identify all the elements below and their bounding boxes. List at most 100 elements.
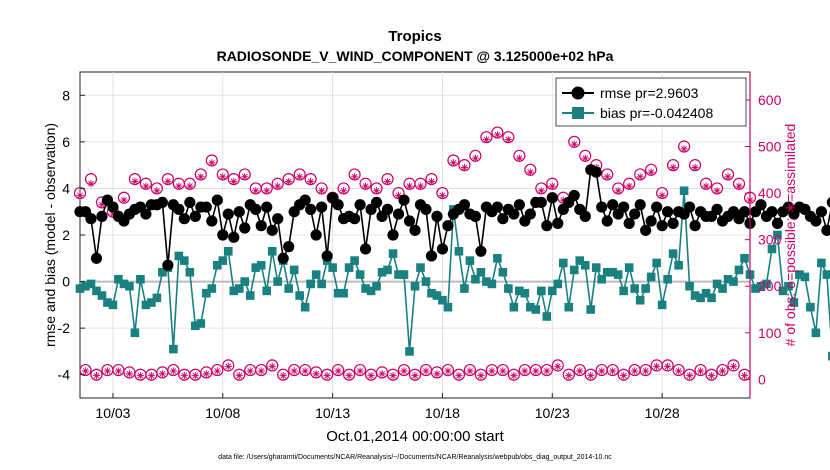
obs-assimilated-point <box>642 367 650 375</box>
obs-possible-point <box>496 363 509 377</box>
obs-possible-point <box>705 368 718 381</box>
obs-assimilated-point <box>537 187 545 195</box>
rmse-point <box>442 220 454 232</box>
obs-assimilated-point <box>87 180 95 188</box>
obs-assimilated-point <box>169 367 177 375</box>
obs-assimilated-point <box>460 163 469 172</box>
obs-assimilated-point <box>466 367 474 375</box>
obs-assimilated-point <box>691 163 699 172</box>
asterisk-stroke <box>565 372 572 379</box>
bias-point <box>306 279 315 289</box>
asterisk-stroke <box>494 132 501 138</box>
bias-point <box>300 302 310 312</box>
bias-point <box>108 300 118 310</box>
rmse-point <box>266 224 278 236</box>
asterisk-stroke <box>121 197 127 203</box>
rmse-point <box>250 203 262 215</box>
obs-assimilated-point <box>576 367 584 375</box>
obs-possible-point <box>167 363 180 377</box>
obs-possible-point <box>639 363 652 377</box>
asterisk-stroke <box>154 187 160 194</box>
rmse-point <box>667 217 679 229</box>
obs-assimilated-point <box>532 367 540 375</box>
asterisk-stroke <box>318 187 325 194</box>
asterisk-stroke <box>626 183 633 189</box>
obs-assimilated-point <box>526 168 534 176</box>
rmse-point <box>590 166 602 178</box>
asterisk-stroke <box>571 141 578 148</box>
obs-possible-point <box>441 363 455 377</box>
bias-point <box>526 302 535 312</box>
bias-point <box>657 300 667 310</box>
rmse-point <box>810 215 822 227</box>
bias-point <box>586 305 596 314</box>
chart-title: Tropics <box>388 28 441 45</box>
legend-bias-label: bias pr=-0.042408 <box>600 105 713 121</box>
obs-assimilated-point <box>175 182 183 190</box>
asterisk-stroke <box>532 368 539 374</box>
obs-assimilated-point <box>598 367 606 375</box>
bias-point <box>240 277 250 286</box>
obs-possible-point <box>727 359 740 372</box>
obs-assimilated-point <box>257 367 265 375</box>
obs-assimilated-point <box>416 182 425 190</box>
obs-assimilated-point <box>81 367 90 375</box>
obs-assimilated-point <box>301 367 309 375</box>
bias-point <box>537 286 546 296</box>
bias-point <box>784 281 793 291</box>
asterisk-stroke <box>659 192 665 199</box>
asterisk-stroke <box>549 183 556 189</box>
bias-point <box>273 277 283 286</box>
rmse-point <box>90 252 103 264</box>
rmse-point <box>738 206 751 218</box>
rmse-point <box>173 203 185 215</box>
obs-assimilated-point <box>186 182 194 190</box>
rmse-point <box>261 201 273 213</box>
obs-assimilated-point <box>587 372 595 380</box>
bias-point <box>372 281 381 291</box>
legend-box <box>555 77 747 127</box>
asterisk-stroke <box>406 183 413 189</box>
asterisk-stroke <box>362 183 369 189</box>
bias-point <box>597 274 607 284</box>
rmse-point <box>546 192 558 204</box>
asterisk-stroke <box>203 370 210 377</box>
asterisk-stroke <box>423 368 429 374</box>
asterisk-stroke <box>302 368 309 374</box>
obs-assimilated-point <box>565 372 573 380</box>
rmse-point <box>96 210 108 222</box>
asterisk-stroke <box>137 372 144 379</box>
legend-rmse-marker <box>571 86 585 100</box>
asterisk-stroke <box>428 178 435 185</box>
obs-possible-point <box>90 368 103 381</box>
rmse-point <box>409 224 421 236</box>
asterisk-stroke <box>241 173 248 180</box>
asterisk-stroke <box>335 368 341 374</box>
rmse-point <box>189 210 201 222</box>
asterisk-stroke <box>483 136 490 143</box>
obs-possible-point <box>661 359 674 372</box>
bias-point <box>465 256 475 265</box>
asterisk-stroke <box>208 159 215 166</box>
asterisk-stroke <box>159 370 166 377</box>
obs-assimilated-point <box>76 191 84 200</box>
obs-possible-point <box>408 368 422 381</box>
bias-point <box>410 281 420 291</box>
asterisk-stroke <box>719 368 726 374</box>
bias-point <box>811 328 821 338</box>
rmse-point <box>535 196 547 208</box>
obs-assimilated-point <box>268 362 276 370</box>
asterisk-stroke <box>708 372 715 379</box>
bias-point <box>690 291 700 300</box>
obs-assimilated-point <box>554 362 562 370</box>
rmse-point <box>629 208 641 220</box>
bias-point <box>575 256 585 265</box>
obs-assimilated-point <box>202 370 210 378</box>
left-tick-label: 4 <box>62 180 70 196</box>
obs-assimilated-point <box>224 362 232 370</box>
obs-assimilated-point <box>675 367 683 375</box>
right-tick-label: 100 <box>758 325 782 341</box>
bias-point <box>822 270 830 279</box>
bias-point <box>547 286 557 296</box>
rmse-point <box>431 210 443 222</box>
